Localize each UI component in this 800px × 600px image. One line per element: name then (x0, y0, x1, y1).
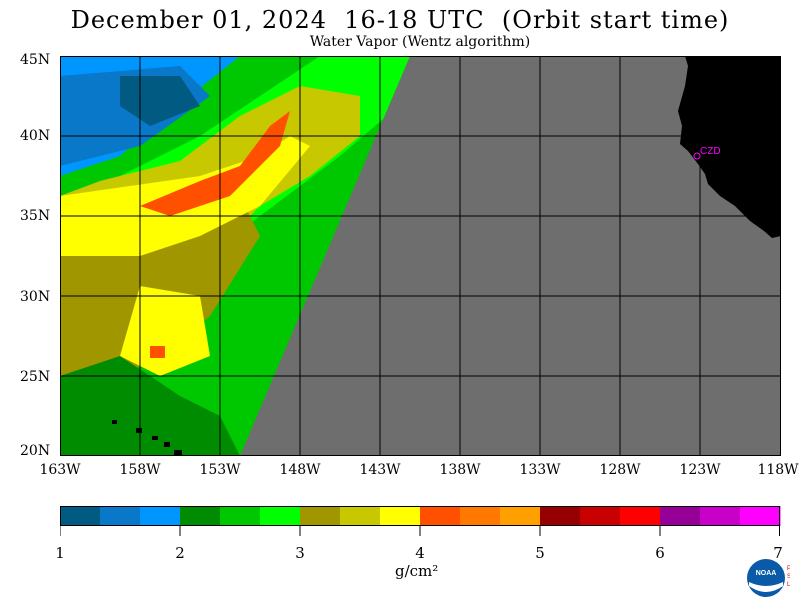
hawaii-islands (112, 420, 182, 456)
station-label: CZD (700, 146, 721, 157)
lon-label-138w: 138W (439, 462, 481, 478)
lat-label-25n: 25N (20, 369, 51, 385)
lat-label-40n: 40N (20, 128, 51, 144)
colorbar (60, 506, 781, 536)
lat-label-35n: 35N (20, 208, 51, 224)
station-marker (693, 152, 701, 160)
lat-label-30n: 30N (20, 289, 51, 305)
colorbar-swatch (700, 506, 741, 526)
colorbar-swatch (60, 506, 101, 526)
lon-label-148w: 148W (279, 462, 321, 478)
colorbar-swatch (620, 506, 661, 526)
lon-label-123w: 123W (679, 462, 721, 478)
colorbar-swatch (220, 506, 261, 526)
colorbar-tick-7: 7 (773, 544, 783, 562)
colorbar-swatch (420, 506, 461, 526)
colorbar-swatch (380, 506, 421, 526)
colorbar-swatch (140, 506, 181, 526)
graticule (60, 56, 781, 456)
colorbar-border (60, 506, 780, 526)
logo-text: NOAA (756, 570, 777, 577)
lat-label-45n: 45N (20, 52, 51, 68)
colorbar-units: g/cm² (395, 562, 439, 580)
map-subtitle: Water Vapor (Wentz algorithm) (309, 34, 531, 50)
colorbar-tick-4: 4 (415, 544, 425, 562)
colorbar-tick-1: 1 (55, 544, 65, 562)
lon-label-118w: 118W (757, 462, 799, 478)
lon-label-143w: 143W (359, 462, 401, 478)
colorbar-tick-3: 3 (295, 544, 305, 562)
colorbar-swatch (100, 506, 141, 526)
colorbar-swatch (500, 506, 541, 526)
colorbar-swatch (580, 506, 621, 526)
colorbar-tick-6: 6 (655, 544, 665, 562)
lon-label-133w: 133W (519, 462, 561, 478)
lon-label-153w: 153W (199, 462, 241, 478)
lon-label-163w: 163W (39, 462, 81, 478)
colorbar-swatch (180, 506, 221, 526)
colorbar-swatch (300, 506, 341, 526)
california-coast (678, 56, 781, 238)
colorbar-swatch (460, 506, 501, 526)
colorbar-swatch (340, 506, 381, 526)
map-title: December 01, 2024 16-18 UTC (Orbit start… (70, 6, 730, 34)
water-vapor-map (60, 56, 781, 456)
lat-label-20n: 20N (20, 443, 51, 459)
colorbar-swatch (540, 506, 581, 526)
colorbar-swatch (660, 506, 701, 526)
lon-label-128w: 128W (599, 462, 641, 478)
colorbar-swatch (740, 506, 781, 526)
lon-label-158w: 158W (119, 462, 161, 478)
colorbar-swatch (260, 506, 301, 526)
colorbar-tick-5: 5 (535, 544, 545, 562)
colorbar-tick-2: 2 (175, 544, 185, 562)
